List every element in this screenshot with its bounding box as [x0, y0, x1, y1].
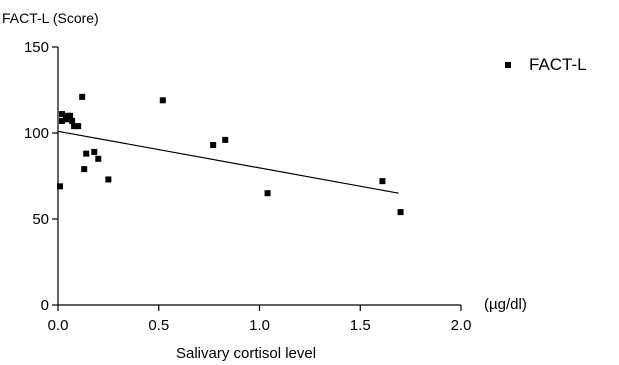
tick-labels: 0 50 100 150 0.0 0.5 1.0 1.5 2.0	[24, 39, 471, 334]
x-axis-unit: (µg/dl)	[484, 296, 527, 313]
data-point	[91, 148, 98, 155]
y-tick-label: 150	[24, 39, 49, 56]
data-point	[59, 111, 66, 118]
data-point	[75, 123, 82, 130]
y-tick-label: 100	[24, 125, 49, 142]
y-axis-title: FACT-L (Score)	[2, 10, 99, 26]
x-tick-label: 1.0	[249, 317, 270, 334]
x-tick-label: 0.5	[148, 317, 169, 334]
data-point	[81, 166, 88, 173]
data-points	[57, 93, 404, 216]
legend: FACT-L	[505, 55, 587, 75]
x-tick-label: 0.0	[48, 317, 69, 334]
data-point	[59, 117, 66, 124]
x-axis-title: Salivary cortisol level	[176, 345, 317, 362]
y-tick-label: 50	[32, 211, 49, 228]
data-point	[379, 178, 386, 185]
data-point	[95, 155, 102, 162]
trendline	[57, 130, 399, 194]
data-point	[71, 123, 78, 130]
legend-label: FACT-L	[529, 55, 587, 74]
data-point	[57, 183, 64, 190]
data-point	[159, 97, 166, 104]
data-point	[105, 176, 112, 183]
data-point	[69, 117, 76, 124]
trendline-group	[57, 130, 399, 194]
x-tick-label: 2.0	[451, 317, 472, 334]
y-tick-label: 0	[41, 297, 49, 314]
x-tick-label: 1.5	[350, 317, 371, 334]
data-point	[264, 190, 271, 197]
data-point	[210, 142, 217, 149]
data-point	[79, 93, 86, 100]
data-point	[67, 112, 74, 119]
data-point	[63, 116, 70, 123]
data-point	[222, 136, 229, 143]
legend-marker-icon	[505, 62, 511, 68]
data-point	[83, 150, 90, 157]
axes	[52, 46, 462, 311]
data-point	[397, 209, 404, 216]
